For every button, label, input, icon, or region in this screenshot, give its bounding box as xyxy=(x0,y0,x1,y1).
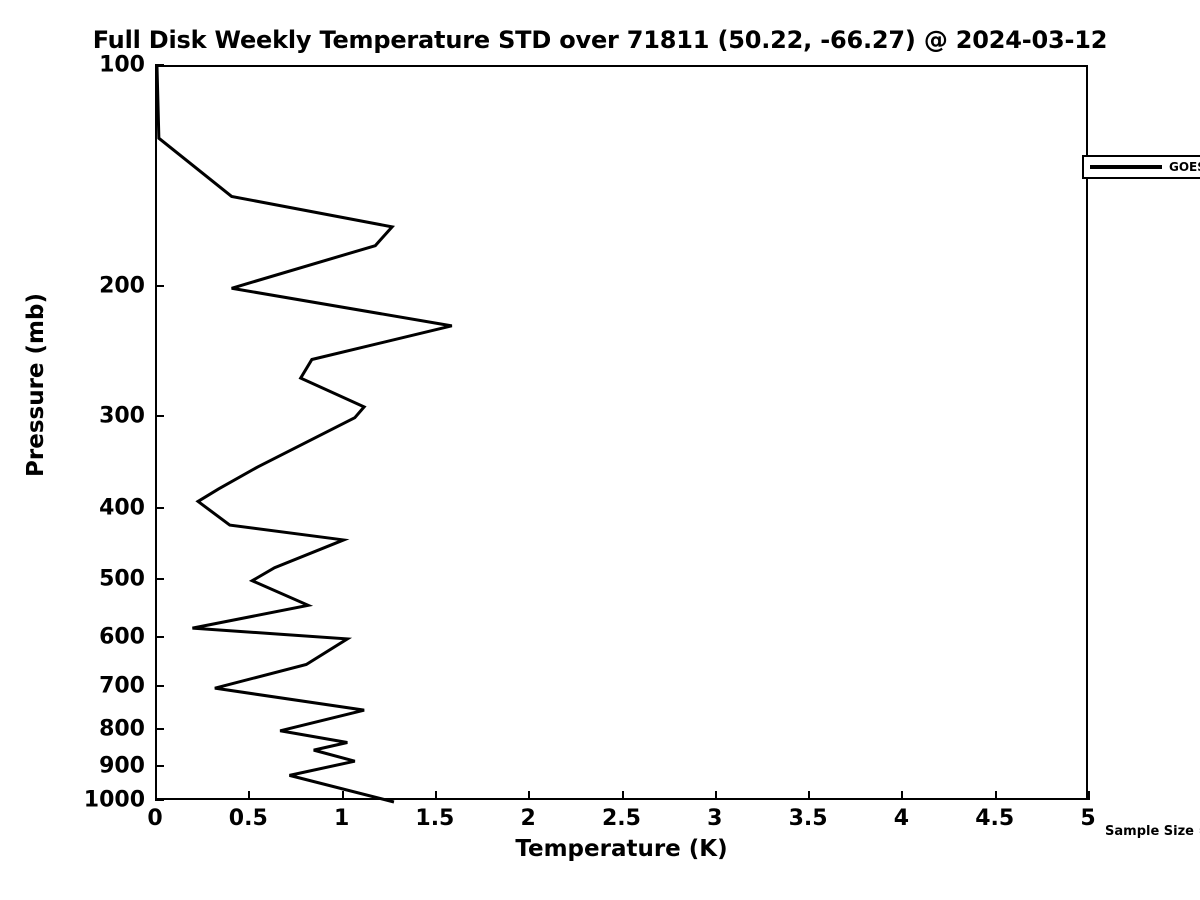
data-series-goes16 xyxy=(155,66,453,804)
y-tick-label: 800 xyxy=(99,716,145,742)
x-tick-label: 2.5 xyxy=(602,806,641,831)
sample-size-annotation: Sample Size = 4 xyxy=(1105,824,1200,839)
y-tick-label: 400 xyxy=(99,495,145,520)
y-tick-mark xyxy=(155,727,164,730)
y-tick-label: 700 xyxy=(99,673,145,699)
y-tick-label: 900 xyxy=(99,753,145,779)
x-tick-label: 1 xyxy=(333,806,350,831)
x-tick-label: 3.5 xyxy=(788,806,828,831)
y-tick-label: 200 xyxy=(99,273,145,299)
x-tick-label: 2 xyxy=(520,806,536,831)
x-tick-mark xyxy=(528,791,531,800)
y-tick-mark xyxy=(155,285,164,288)
legend-swatch-goes16 xyxy=(1090,165,1162,169)
x-tick-mark xyxy=(1088,791,1090,800)
x-tick-mark xyxy=(808,791,811,800)
y-tick-mark xyxy=(155,577,164,580)
y-tick-label: 500 xyxy=(99,566,145,592)
y-tick-mark xyxy=(155,635,164,638)
series-line-goes16 xyxy=(155,66,453,804)
y-tick-mark xyxy=(155,765,164,768)
chart-title: Full Disk Weekly Temperature STD over 71… xyxy=(92,26,1108,54)
y-axis-label: Pressure (mb) xyxy=(23,293,49,477)
y-tick-mark xyxy=(155,414,164,417)
x-tick-label: 3 xyxy=(707,806,723,831)
y-tick-label: 600 xyxy=(99,624,145,650)
x-tick-label: 4.5 xyxy=(975,806,1015,831)
x-tick-label: 0.5 xyxy=(228,806,268,831)
y-tick-label: 300 xyxy=(99,403,145,429)
x-tick-mark xyxy=(341,791,344,800)
x-tick-mark xyxy=(621,791,624,800)
x-tick-mark xyxy=(901,791,904,800)
x-tick-label: 1.5 xyxy=(415,806,455,831)
x-tick-mark xyxy=(994,791,997,800)
y-tick-label: 1000 xyxy=(83,787,145,813)
y-tick-mark xyxy=(155,799,164,801)
y-tick-label: 100 xyxy=(99,52,145,78)
x-tick-mark xyxy=(248,791,251,800)
x-tick-label: 4 xyxy=(893,806,910,831)
y-tick-mark xyxy=(155,506,164,509)
x-tick-mark xyxy=(434,791,437,800)
x-tick-mark xyxy=(714,791,717,800)
x-tick-label: 0 xyxy=(147,806,163,831)
y-tick-mark xyxy=(155,685,164,688)
x-tick-label: 5 xyxy=(1080,806,1096,831)
x-axis-label: Temperature (K) xyxy=(515,836,728,862)
